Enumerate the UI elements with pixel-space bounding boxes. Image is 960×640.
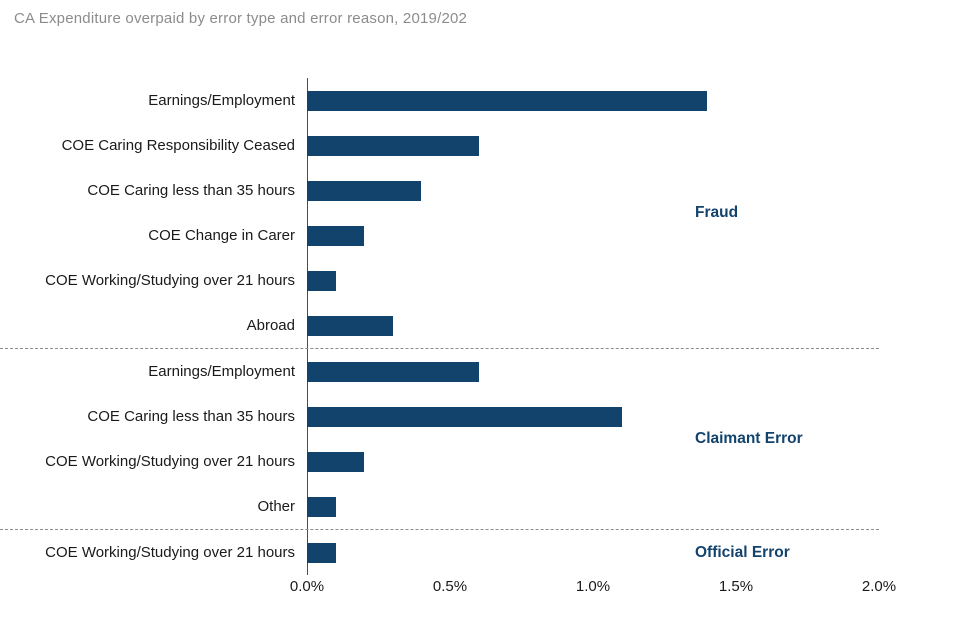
bar [307, 225, 365, 246]
row-label: COE Caring Responsibility Ceased [61, 137, 295, 154]
row-label: Abroad [246, 317, 295, 334]
chart-row: Earnings/Employment [0, 349, 879, 394]
row-plot-cell [307, 349, 879, 394]
x-tick-label: 0.5% [432, 578, 468, 595]
group-claimant-error: Earnings/Employment COE Caring less than … [0, 348, 879, 529]
row-plot-cell [307, 123, 879, 168]
row-plot-cell [307, 168, 879, 213]
chart-row: COE Change in Carer [0, 213, 879, 258]
chart-row: COE Caring less than 35 hours [0, 168, 879, 213]
group-fraud: Earnings/Employment COE Caring Responsibi… [0, 78, 879, 348]
group-label-fraud: Fraud [695, 204, 739, 221]
group-label-official-error: Official Error [695, 543, 790, 561]
row-label: Earnings/Employment [148, 92, 295, 109]
bar [307, 451, 365, 472]
x-tick-label: 2.0% [861, 578, 897, 595]
chart-row: COE Caring less than 35 hours [0, 394, 879, 439]
row-label: COE Working/Studying over 21 hours [45, 272, 295, 289]
bar [307, 180, 422, 201]
row-plot-cell [307, 258, 879, 303]
chart-row: Other [0, 484, 879, 529]
chart-row: Abroad [0, 303, 879, 348]
group-label-claimant-error: Claimant Error [695, 430, 803, 447]
row-label: COE Caring less than 35 hours [87, 182, 295, 199]
row-plot-cell [307, 78, 879, 123]
bar [307, 542, 336, 563]
row-plot-cell [307, 303, 879, 348]
chart-row: Earnings/Employment [0, 78, 879, 123]
row-plot-cell [307, 394, 879, 439]
bar [307, 496, 336, 517]
bar [307, 270, 336, 291]
row-label: COE Caring less than 35 hours [87, 408, 295, 425]
chart-plot-area: Earnings/Employment COE Caring Responsibi… [0, 78, 879, 575]
row-label: COE Working/Studying over 21 hours [45, 544, 295, 561]
bar [307, 90, 708, 111]
row-plot-cell [307, 213, 879, 258]
group-official-error: COE Working/Studying over 21 hours Offici… [0, 529, 879, 575]
row-label: COE Working/Studying over 21 hours [45, 453, 295, 470]
chart-row: COE Working/Studying over 21 hours [0, 530, 879, 575]
bar [307, 135, 479, 156]
bar [307, 315, 393, 336]
x-tick-label: 0.0% [289, 578, 325, 595]
row-label: Other [257, 498, 295, 515]
row-plot-cell [307, 484, 879, 529]
row-plot-cell [307, 439, 879, 484]
bar [307, 406, 622, 427]
row-label: COE Change in Carer [148, 227, 295, 244]
x-axis: 0.0% 0.5% 1.0% 1.5% 2.0% [290, 578, 896, 602]
chart-title: CA Expenditure overpaid by error type an… [14, 10, 468, 27]
x-tick-label: 1.5% [718, 578, 754, 595]
chart-row: COE Working/Studying over 21 hours [0, 258, 879, 303]
chart-row: COE Working/Studying over 21 hours [0, 439, 879, 484]
bar [307, 361, 479, 382]
row-plot-cell [307, 530, 879, 575]
row-label: Earnings/Employment [148, 363, 295, 380]
chart-row: COE Caring Responsibility Ceased [0, 123, 879, 168]
x-tick-label: 1.0% [575, 578, 611, 595]
